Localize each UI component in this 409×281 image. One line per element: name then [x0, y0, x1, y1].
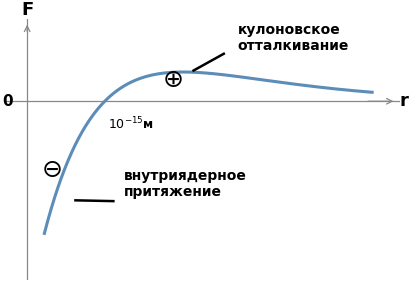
Text: $\oplus$: $\oplus$: [161, 68, 182, 92]
Text: $\ominus$: $\ominus$: [41, 158, 61, 182]
Text: внутриядерное
притяжение: внутриядерное притяжение: [124, 169, 246, 199]
Text: r: r: [399, 92, 408, 110]
Text: F: F: [21, 1, 33, 19]
Text: кулоновское
отталкивание: кулоновское отталкивание: [237, 23, 348, 53]
Text: 0: 0: [3, 94, 13, 109]
Text: $10^{-15}$м: $10^{-15}$м: [108, 115, 154, 132]
